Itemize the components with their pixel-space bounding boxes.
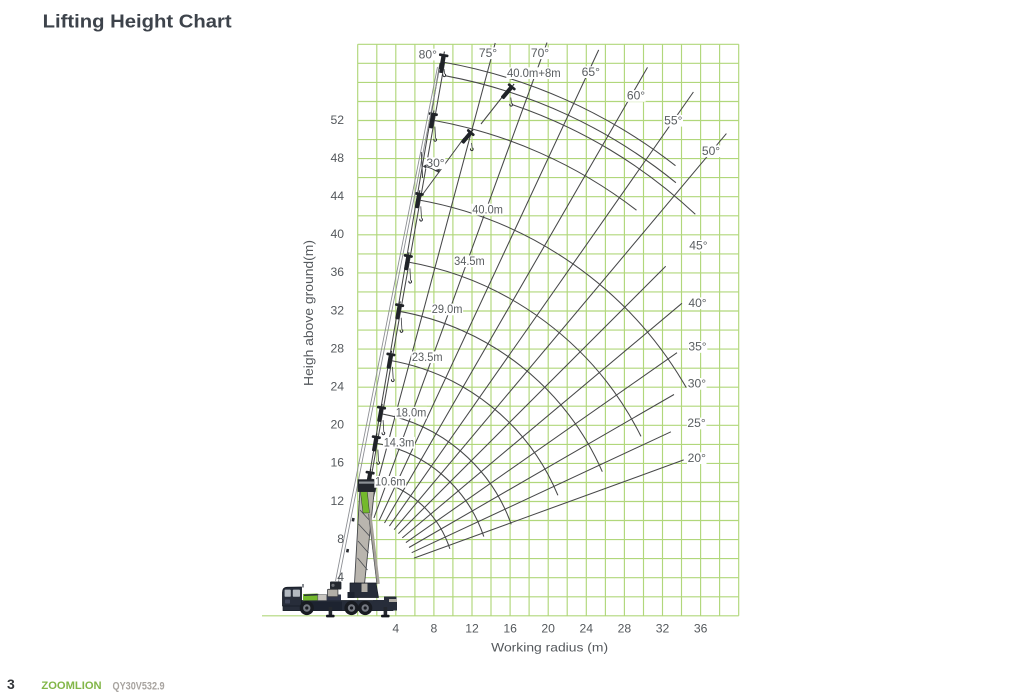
svg-text:Lifting Height Chart: Lifting Height Chart bbox=[43, 10, 232, 31]
svg-text:14.3m: 14.3m bbox=[384, 437, 415, 450]
svg-text:ZOOMLION: ZOOMLION bbox=[41, 680, 101, 692]
svg-text:30°: 30° bbox=[426, 157, 444, 170]
svg-text:70°: 70° bbox=[531, 47, 549, 60]
svg-text:32: 32 bbox=[656, 621, 670, 635]
svg-text:QY30V532.9: QY30V532.9 bbox=[113, 680, 165, 692]
svg-text:40°: 40° bbox=[688, 297, 706, 310]
svg-text:36: 36 bbox=[330, 265, 344, 279]
svg-text:8: 8 bbox=[431, 621, 438, 635]
svg-text:24: 24 bbox=[580, 621, 594, 635]
svg-text:4: 4 bbox=[337, 570, 344, 584]
svg-text:40.0m: 40.0m bbox=[472, 203, 503, 216]
svg-text:80°: 80° bbox=[419, 48, 437, 61]
svg-text:28: 28 bbox=[618, 621, 632, 635]
svg-text:10.6m: 10.6m bbox=[375, 476, 406, 489]
svg-text:40.0m+8m: 40.0m+8m bbox=[507, 67, 561, 80]
svg-text:55°: 55° bbox=[664, 115, 682, 128]
svg-text:40: 40 bbox=[330, 227, 344, 241]
svg-text:45°: 45° bbox=[689, 239, 707, 252]
svg-text:8: 8 bbox=[337, 532, 344, 546]
svg-text:28: 28 bbox=[330, 341, 344, 355]
svg-text:29.0m: 29.0m bbox=[432, 303, 463, 316]
svg-text:25°: 25° bbox=[687, 417, 705, 430]
svg-text:23.5m: 23.5m bbox=[412, 351, 443, 364]
svg-text:34.5m: 34.5m bbox=[454, 255, 485, 268]
svg-text:18.0m: 18.0m bbox=[396, 406, 427, 419]
svg-text:75°: 75° bbox=[479, 47, 497, 60]
svg-text:20: 20 bbox=[541, 621, 555, 635]
svg-text:16: 16 bbox=[503, 621, 517, 635]
svg-text:35°: 35° bbox=[688, 341, 706, 354]
svg-text:48: 48 bbox=[330, 151, 344, 165]
svg-text:Working radius (m): Working radius (m) bbox=[491, 641, 608, 655]
svg-text:Heigh above ground(m): Heigh above ground(m) bbox=[302, 240, 316, 386]
svg-text:36: 36 bbox=[694, 621, 708, 635]
svg-text:4: 4 bbox=[392, 621, 399, 635]
svg-text:65°: 65° bbox=[582, 66, 600, 79]
svg-text:20: 20 bbox=[330, 418, 344, 432]
svg-text:60°: 60° bbox=[627, 90, 645, 103]
svg-text:3: 3 bbox=[7, 676, 15, 692]
svg-text:20°: 20° bbox=[688, 452, 706, 465]
svg-text:30°: 30° bbox=[688, 378, 706, 391]
svg-text:24: 24 bbox=[330, 380, 344, 394]
svg-text:16: 16 bbox=[330, 456, 344, 470]
svg-text:12: 12 bbox=[330, 494, 344, 508]
svg-text:32: 32 bbox=[330, 303, 344, 317]
svg-text:52: 52 bbox=[330, 113, 344, 127]
svg-text:44: 44 bbox=[330, 189, 344, 203]
svg-text:12: 12 bbox=[465, 621, 479, 635]
svg-text:50°: 50° bbox=[702, 145, 720, 158]
